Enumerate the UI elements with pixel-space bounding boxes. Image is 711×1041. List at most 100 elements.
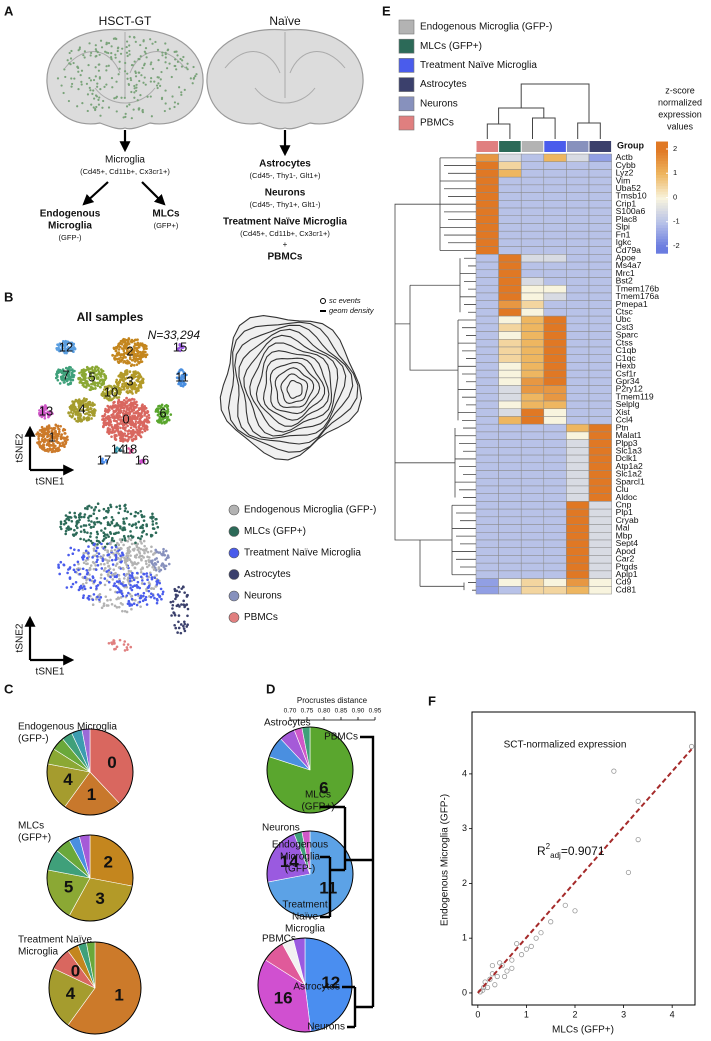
cell-dot [117, 580, 120, 583]
heatmap-cell [521, 393, 544, 401]
cell-dot [83, 524, 86, 527]
gfp-cell [132, 64, 134, 66]
cell-dot [141, 579, 144, 582]
gfp-cell [195, 73, 197, 75]
group-label: Group [617, 140, 644, 150]
cell-dot [130, 608, 133, 611]
cell-dot [110, 549, 113, 552]
cell-dot [63, 445, 66, 448]
cell-dot [146, 575, 149, 578]
cell-dot [100, 577, 103, 580]
cell-dot [142, 595, 145, 598]
gfp-cell [114, 54, 116, 56]
gfp-cell [157, 49, 159, 51]
heatmap-cell [589, 486, 612, 494]
cell-dot [78, 518, 81, 521]
cell-dot [89, 388, 92, 391]
heatmap-cell [566, 270, 589, 278]
heatmap-cell [566, 278, 589, 286]
cell-dot [94, 387, 97, 390]
tick-label: 2 [462, 878, 467, 888]
gfp-cell [91, 93, 93, 95]
gfp-cell [103, 86, 105, 88]
cell-dot [111, 516, 114, 519]
cell-dot [156, 526, 159, 529]
cell-dot [143, 519, 146, 522]
cell-dot [116, 422, 119, 425]
cell-dot [117, 547, 120, 550]
cell-dot [120, 388, 123, 391]
tick-label: -1 [673, 217, 680, 226]
heatmap-cell [589, 193, 612, 201]
heatmap-cell [566, 432, 589, 440]
cell-dot [168, 563, 171, 566]
heatmap-cell [476, 262, 499, 270]
heatmap-cell [499, 308, 522, 316]
cell-dot [68, 519, 71, 522]
heatmap-cell [521, 416, 544, 424]
cell-dot [122, 554, 125, 557]
scatter-point [539, 931, 543, 935]
cell-dot [84, 588, 87, 591]
cell-dot [104, 419, 107, 422]
cell-dot [157, 561, 160, 564]
cell-dot [133, 602, 136, 605]
heatmap-cell [476, 200, 499, 208]
cell-dot [120, 558, 123, 561]
heatmap-cell [589, 301, 612, 309]
heatmap-cell [544, 555, 567, 563]
gfp-cell [167, 49, 169, 51]
heatmap-cell [476, 401, 499, 409]
cell-dot [86, 403, 89, 406]
cell-dot [127, 361, 130, 364]
cell-dot [93, 521, 96, 524]
cell-dot [82, 552, 85, 555]
cell-dot [162, 550, 165, 553]
cell-dot [133, 407, 136, 410]
gfp-cell [90, 104, 92, 106]
cell-dot [55, 377, 58, 380]
heatmap-cell [521, 401, 544, 409]
leaf-label: Neurons [307, 1022, 345, 1033]
cell-dot [122, 595, 125, 598]
cell-dot [119, 373, 122, 376]
cell-dot [120, 561, 123, 564]
heatmap-cell [499, 532, 522, 540]
cell-dot [146, 566, 149, 569]
cell-dot [125, 558, 128, 561]
heatmap-cell [589, 393, 612, 401]
cell-dot [130, 432, 133, 435]
cell-dot [155, 522, 158, 525]
cell-dot [135, 420, 138, 423]
tick-label: 0 [673, 192, 677, 201]
cell-dot [145, 347, 148, 350]
tick-label: 4 [670, 1009, 675, 1019]
cell-dot [134, 515, 137, 518]
heatmap-cell [476, 216, 499, 224]
heatmap-cell [476, 270, 499, 278]
heatmap-cell [566, 332, 589, 340]
cell-dot [174, 614, 177, 617]
gfp-cell [89, 89, 91, 91]
gfp-cell [160, 78, 162, 80]
cell-dot [109, 599, 112, 602]
cell-dot [82, 554, 85, 557]
heatmap-cell [566, 239, 589, 247]
gfp-cell [179, 58, 181, 60]
cell-dot [150, 587, 153, 590]
heatmap-cell [566, 386, 589, 394]
gfp-cell [130, 91, 132, 93]
gfp-cell [115, 81, 117, 83]
scatter-point [689, 744, 693, 748]
cluster-label: 1 [48, 429, 55, 444]
cell-dot [171, 607, 174, 610]
cell-dot [115, 416, 118, 419]
panel-label: B [4, 289, 13, 304]
heatmap-cell [476, 223, 499, 231]
heatmap-cell [499, 177, 522, 185]
cell-dot [94, 564, 97, 567]
heatmap-cell [589, 532, 612, 540]
cell-dot [113, 582, 116, 585]
cell-dot [100, 375, 103, 378]
cell-dot [116, 645, 119, 648]
